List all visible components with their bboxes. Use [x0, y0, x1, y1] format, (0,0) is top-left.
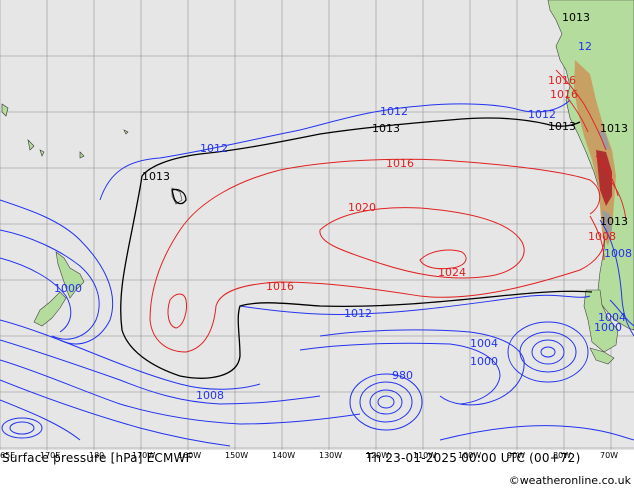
ocean-background: [0, 0, 634, 450]
lon-label: 180: [89, 451, 104, 460]
patagonia-land: [583, 289, 619, 353]
isobar-label: 1013: [600, 215, 628, 228]
lon-label: 65E: [0, 451, 15, 460]
isobar-label: 1004: [598, 311, 626, 324]
isobar-label: 1000: [594, 321, 622, 334]
isobar-label: 1012: [528, 108, 556, 121]
isobar-label: 1012: [344, 307, 372, 320]
pacific-islands: [1, 103, 183, 205]
lat-lon-grid: [0, 0, 634, 450]
isobar-label: 980: [392, 369, 413, 382]
isobar-label: 12: [578, 40, 592, 53]
isobar-label: 1013: [142, 170, 170, 183]
coastal-isobars: [555, 69, 627, 221]
andes-highpeaks: [596, 150, 612, 206]
isobar-1013: [120, 117, 593, 379]
isobar-label: 1008: [604, 247, 632, 260]
lon-label: 120W: [366, 451, 389, 460]
new-zealand-north-island: [55, 251, 85, 299]
lon-label: 130W: [319, 451, 342, 460]
isobar-label: 1020: [348, 201, 376, 214]
lon-label: 90W: [507, 451, 525, 460]
isobar-label: 1000: [54, 282, 82, 295]
isobar-label: 1013: [548, 120, 576, 133]
isobar-label: 1013: [600, 122, 628, 135]
isobar-label: 1016: [386, 157, 414, 170]
south-america-coast-mountains: [598, 130, 612, 236]
isobar-label: 1024: [438, 266, 466, 279]
footer-background: [0, 450, 634, 490]
isobar-label: 1016: [550, 88, 578, 101]
south-america-land: [547, 0, 634, 331]
isobar-labels: 1012 1012 1013 1013 1016 1020 1024 1016 …: [54, 11, 632, 402]
isobars-low: [0, 99, 634, 447]
isobar-label: 1013: [372, 122, 400, 135]
isobar-label: 1008: [588, 230, 616, 243]
isobar-label: 1012: [200, 142, 228, 155]
isobar-label: 1016: [548, 74, 576, 87]
isobar-label: 1012: [380, 105, 408, 118]
lon-label: 110W: [413, 451, 436, 460]
isobar-label: 1004: [470, 337, 498, 350]
lon-label: 150W: [225, 451, 248, 460]
longitude-axis: 65E 170E 180 170W 160W 150W 140W 130W 12…: [0, 451, 618, 460]
map-title: Surface pressure [hPa] ECMWF: [2, 451, 193, 465]
lon-label: 170W: [132, 451, 155, 460]
lon-label: 170E: [40, 451, 60, 460]
lon-label: 80W: [553, 451, 571, 460]
isobar-label: 1000: [470, 355, 498, 368]
forecast-datetime: Th 23-01-2025 00:00 UTC (00+72): [366, 451, 581, 465]
lon-label: 140W: [272, 451, 295, 460]
tierra-del-fuego: [589, 347, 615, 365]
isobars-high: [149, 158, 605, 353]
isobar-label: 1016: [266, 280, 294, 293]
lon-label: 160W: [178, 451, 201, 460]
lon-label: 100W: [458, 451, 481, 460]
new-zealand-south-island: [33, 291, 67, 327]
isobar-label: 1013: [562, 11, 590, 24]
copyright-link[interactable]: ©weatheronline.co.uk: [508, 474, 631, 487]
isobar-label: 1008: [196, 389, 224, 402]
lon-label: 70W: [600, 451, 618, 460]
